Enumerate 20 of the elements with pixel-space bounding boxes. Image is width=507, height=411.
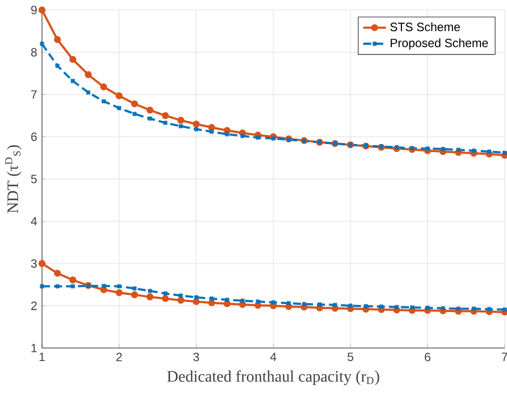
y-axis-title: NDT (τ$^{D}$$_{S}$) [5, 145, 22, 214]
x-tick-label: 6 [424, 352, 430, 362]
y-tick-label: 1 [32, 344, 37, 352]
y-tick-label: 3 [31, 259, 37, 268]
y-tick-label: 9 [31, 6, 37, 14]
x-tick-label: 3 [193, 352, 200, 362]
y-tick-label: 4 [30, 217, 37, 226]
x-tick-label: 2 [116, 352, 122, 362]
x-tick-label: 5 [348, 352, 354, 362]
y-tick-label: 2 [31, 302, 37, 310]
legend-label: STS Scheme [390, 22, 460, 32]
legend-label: Proposed Scheme [390, 38, 488, 50]
y-tick-label: 7 [31, 90, 37, 99]
y-tick-label: 5 [31, 174, 37, 184]
x-tick-label: 1 [40, 352, 45, 361]
x-tick-label: 4 [270, 352, 276, 361]
y-tick-label: 6 [31, 132, 37, 142]
x-tick-label: 7 [502, 352, 507, 361]
x-axis-title: Dedicated fronthaul capacity (r$_{D}$) [167, 370, 380, 386]
y-tick-label: 8 [31, 48, 37, 57]
